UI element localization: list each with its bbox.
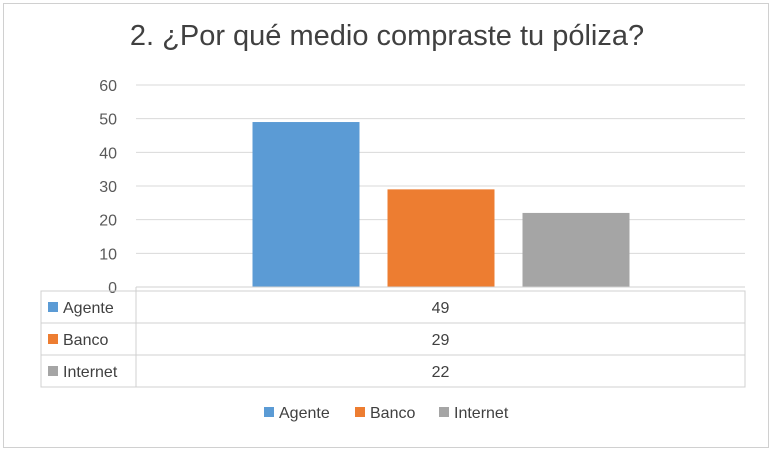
chart-title: 2. ¿Por qué medio compraste tu póliza? [129,20,645,52]
legend-entry: Agente [279,405,330,422]
data-table-legend-key [48,334,58,344]
chart-frame [3,3,769,448]
data-table-border [40,290,746,388]
y-tick-label: 10 [99,246,117,263]
legend-entry: Banco [370,405,415,422]
y-tick-label: 0 [108,280,117,297]
bar-internet [522,212,630,287]
data-table-value: 22 [432,364,450,381]
data-table-row-label: Banco [63,332,108,349]
y-tick-label: 20 [99,213,117,230]
data-table-value: 49 [432,300,450,317]
bar-banco [387,189,495,287]
y-tick-label: 50 [99,112,117,129]
legend-entry: Internet [454,405,509,422]
bar-agente [252,122,360,288]
data-table-value: 29 [432,332,450,349]
y-tick-label: 40 [99,145,117,162]
data-table-row-label: Internet [63,364,118,381]
y-tick-label: 60 [99,78,117,95]
legend-swatch [439,407,449,417]
data-table-legend-key [48,302,58,312]
data-table-legend-key [48,366,58,376]
legend-swatch [264,407,274,417]
data-table-row-label: Agente [63,300,114,317]
y-tick-label: 30 [99,179,117,196]
legend-swatch [355,407,365,417]
